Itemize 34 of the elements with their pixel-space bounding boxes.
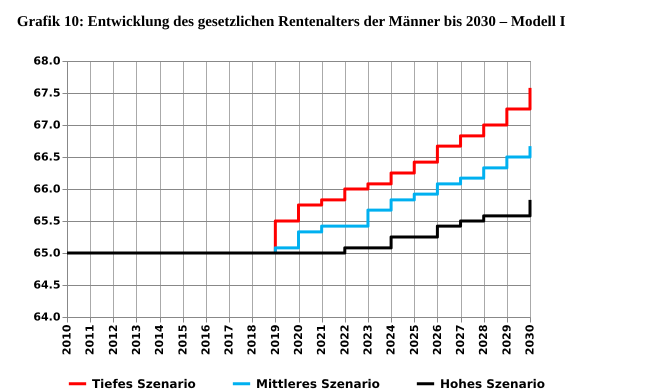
x-tick-label: 2022 bbox=[338, 324, 352, 356]
x-tick-label: 2018 bbox=[246, 324, 259, 356]
y-tick-label: 67.0 bbox=[33, 118, 61, 132]
y-tick-label: 67.5 bbox=[33, 86, 60, 100]
x-tick-label: 2030 bbox=[524, 324, 536, 356]
x-tick-label: 2027 bbox=[454, 324, 468, 356]
chart-title: Grafik 10: Entwicklung des gesetzlichen Rentenalters der Männer bis 2030 – Modell I bbox=[16, 14, 566, 30]
x-tick-label: 2026 bbox=[430, 324, 444, 356]
y-tick-label: 66.5 bbox=[33, 150, 60, 164]
y-tick-label: 68.0 bbox=[33, 54, 61, 68]
y-tick-label: 64.0 bbox=[33, 310, 61, 324]
x-tick-label: 2021 bbox=[315, 324, 328, 356]
y-tick-label: 64.5 bbox=[33, 278, 60, 292]
x-tick-label: 2025 bbox=[408, 324, 421, 356]
y-tick-label: 66.0 bbox=[33, 182, 61, 196]
x-tick-label: 2015 bbox=[176, 324, 190, 356]
x-tick-label: 2028 bbox=[477, 324, 490, 356]
x-tick-label: 2017 bbox=[222, 324, 236, 356]
x-tick-label: 2024 bbox=[384, 324, 398, 356]
x-tick-label: 2010 bbox=[60, 324, 74, 356]
legend-label: Tiefes Szenario bbox=[92, 376, 196, 391]
x-tick-label: 2012 bbox=[106, 324, 120, 356]
y-tick-label: 65.0 bbox=[33, 246, 61, 260]
x-tick-label: 2011 bbox=[84, 324, 97, 356]
y-tick-label: 65.5 bbox=[33, 214, 60, 228]
x-tick-label: 2016 bbox=[199, 324, 212, 356]
x-tick-label: 2029 bbox=[500, 324, 514, 356]
legend-label: Mittleres Szenario bbox=[256, 376, 380, 391]
x-tick-label: 2019 bbox=[268, 324, 282, 356]
legend-label: Hohes Szenario bbox=[440, 376, 545, 391]
x-tick-label: 2020 bbox=[292, 324, 305, 356]
x-tick-label: 2013 bbox=[130, 324, 143, 356]
x-tick-label: 2023 bbox=[361, 324, 374, 356]
x-tick-label: 2014 bbox=[153, 324, 166, 356]
